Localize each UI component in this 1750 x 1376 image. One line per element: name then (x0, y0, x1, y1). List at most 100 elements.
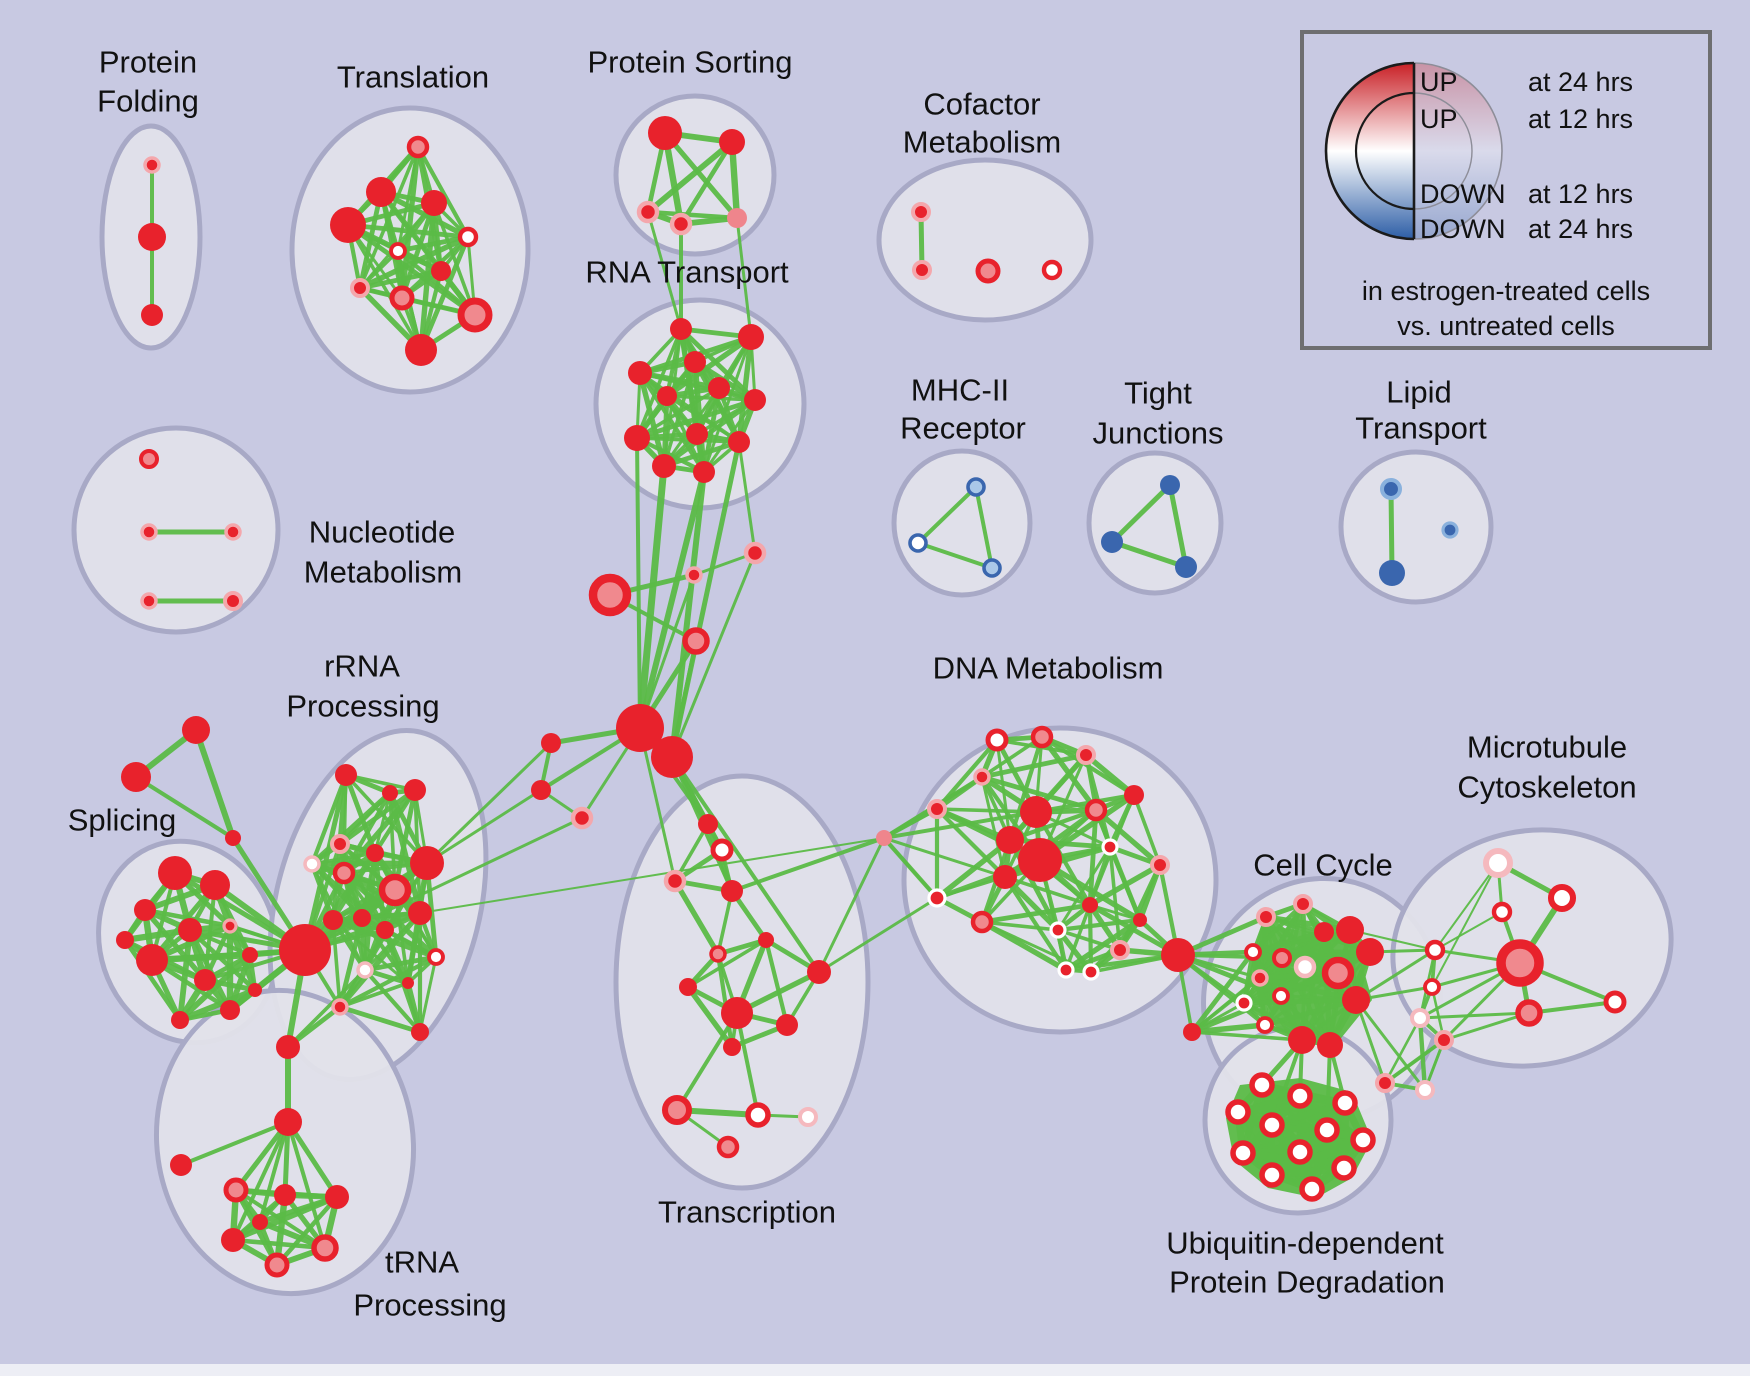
cluster-label-dna-metabolism: DNA Metabolism (933, 651, 1164, 686)
cluster-label-splicing: Splicing (68, 803, 177, 838)
gene-node (323, 910, 343, 930)
gene-node (758, 932, 774, 948)
edge (1087, 844, 1113, 908)
edge (1527, 1000, 1617, 1015)
edge (1002, 874, 1061, 933)
gene-node (1336, 916, 1364, 944)
edge (635, 386, 721, 440)
edge (1262, 997, 1359, 1028)
gene-node (411, 1023, 429, 1041)
edge (1056, 845, 1112, 932)
gene-node (1256, 907, 1276, 927)
gene-node (223, 1177, 249, 1203)
gene-node (1076, 745, 1096, 765)
gene-node (1379, 477, 1403, 501)
cluster-label-mhc-ii-receptor: MHC-II (911, 373, 1009, 408)
gene-node (402, 977, 414, 989)
cluster-label-lipid-transport: Transport (1355, 411, 1487, 446)
edge (1033, 792, 1137, 815)
edge (362, 954, 439, 973)
edge (882, 807, 939, 840)
legend-row-up-12: UP at 12 hrs (1420, 104, 1705, 136)
gene-node (408, 901, 432, 925)
gene-node (311, 1234, 339, 1262)
edge (672, 878, 721, 957)
edge (1431, 862, 1499, 988)
edge (980, 735, 1044, 779)
legend-direction: UP (1420, 67, 1458, 97)
edge (934, 806, 1008, 880)
edge (258, 1120, 290, 1224)
gene-node (1272, 987, 1290, 1005)
gene-node (927, 888, 947, 908)
edge (1093, 807, 1163, 868)
edge (1354, 998, 1387, 1085)
gene-node (1375, 1073, 1395, 1093)
gene-node (1183, 1023, 1201, 1041)
cluster-label-lipid-transport: Lipid (1386, 375, 1452, 410)
gene-node (1356, 938, 1384, 966)
edge (1250, 901, 1306, 955)
gene-node (1272, 948, 1292, 968)
edge (285, 1119, 340, 1200)
edge (1167, 482, 1189, 570)
edge (1241, 997, 1359, 1006)
edge (1190, 1030, 1304, 1042)
edge (142, 907, 233, 929)
edge (645, 139, 735, 215)
gene-node (908, 533, 928, 553)
gene-node (1331, 1155, 1357, 1181)
gene-node (807, 960, 831, 984)
cluster-label-ubiquitin-degradation: Ubiquitin-dependent (1166, 1226, 1444, 1261)
legend-direction: DOWN (1420, 179, 1506, 209)
edge (735, 216, 753, 339)
edge (257, 1194, 340, 1225)
gene-node (1350, 1127, 1376, 1153)
gene-node (541, 733, 561, 753)
footer-strip (0, 1364, 1750, 1376)
edge (735, 1011, 760, 1117)
edge (935, 807, 1038, 814)
gene-node (350, 278, 370, 298)
gene-node (331, 998, 349, 1016)
gene-node (121, 762, 151, 792)
edge (1189, 949, 1256, 1035)
gene-node (973, 768, 991, 786)
edge (661, 439, 742, 469)
edge (395, 234, 471, 254)
gene-node (721, 880, 743, 902)
gene-node (1314, 922, 1334, 942)
gene-node (1415, 1080, 1435, 1100)
gene-node (404, 779, 426, 801)
edge (685, 984, 735, 1050)
gene-node (1101, 531, 1123, 553)
edge (372, 787, 418, 856)
gene-node (708, 377, 730, 399)
cluster-ellipse-cofactor-metabolism (876, 157, 1094, 323)
edge (346, 223, 423, 352)
gene-node (1230, 1140, 1256, 1166)
cluster-label-cofactor-metabolism: Metabolism (903, 125, 1062, 160)
gene-node (1299, 1176, 1325, 1202)
edge (1189, 1022, 1268, 1035)
legend-direction: DOWN (1420, 214, 1506, 244)
edge (635, 327, 683, 440)
cluster-label-microtubule-cytoskeleton: Cytoskeleton (1457, 770, 1636, 805)
gene-node (143, 156, 161, 174)
gene-node (1293, 894, 1313, 914)
gene-node (225, 830, 241, 846)
edge (344, 773, 417, 792)
gene-node (1259, 1162, 1285, 1188)
gene-node (382, 785, 398, 801)
edge (230, 1237, 328, 1251)
edge (664, 334, 754, 399)
gene-node (624, 425, 650, 451)
edge (736, 334, 754, 445)
edge (337, 1004, 423, 1035)
edge (916, 485, 978, 545)
gene-node (171, 1011, 189, 1029)
cluster-label-protein-folding: Folding (97, 84, 199, 119)
edge (432, 201, 477, 317)
edge (419, 837, 885, 914)
edge (382, 927, 439, 960)
